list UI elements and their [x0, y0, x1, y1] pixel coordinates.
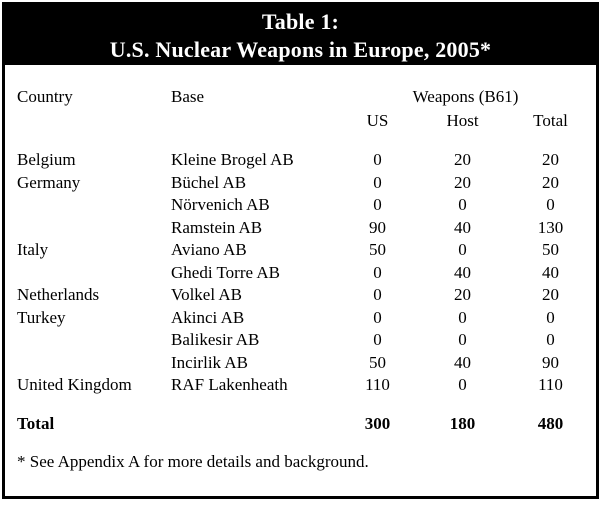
- cell-country: Italy: [17, 240, 49, 259]
- table-row: Nörvenich AB 0 0 0: [5, 194, 596, 217]
- title-line-2: U.S. Nuclear Weapons in Europe, 2005*: [109, 37, 492, 62]
- table-row: Netherlands Volkel AB 0 20 20: [5, 284, 596, 307]
- cell-total: 0: [546, 330, 555, 349]
- table-row: Turkey Akinci AB 0 0 0: [5, 307, 596, 330]
- cell-total: 110: [538, 375, 563, 394]
- total-empty-cell: [171, 412, 335, 436]
- table-frame: Table 1: U.S. Nuclear Weapons in Europe,…: [2, 2, 599, 499]
- table-row: Italy Aviano AB 50 0 50: [5, 239, 596, 262]
- table-row: Germany Büchel AB 0 20 20: [5, 172, 596, 195]
- cell-country: [5, 194, 171, 217]
- cell-base: Volkel AB: [171, 285, 243, 304]
- footnote: * See Appendix A for more details and ba…: [17, 451, 369, 471]
- cell-host: 40: [454, 352, 471, 372]
- cell-us: 110: [365, 375, 390, 394]
- table-body: Belgium Kleine Brogel AB 0 20 20 Germany…: [5, 149, 596, 397]
- cell-host: 0: [458, 307, 467, 327]
- cell-country: [5, 217, 171, 240]
- cell-us: 50: [369, 240, 386, 259]
- title-bar: Table 1: U.S. Nuclear Weapons in Europe,…: [5, 5, 596, 65]
- cell-total: 90: [542, 352, 559, 372]
- total-us: 300: [364, 413, 391, 433]
- cell-total: 0: [546, 195, 555, 214]
- cell-host: 0: [458, 330, 467, 349]
- cell-total: 130: [537, 217, 564, 237]
- col-header-weapons-group: Weapons (B61): [412, 87, 519, 106]
- cell-base: Ramstein AB: [171, 217, 263, 237]
- cell-total: 0: [546, 307, 555, 327]
- cell-us: 0: [373, 285, 382, 304]
- cell-base: Akinci AB: [171, 307, 245, 327]
- cell-host: 20: [454, 285, 471, 304]
- weapons-table: Country Base Weapons (B61) US Host Total: [5, 85, 596, 436]
- col-header-host: Host: [446, 111, 479, 130]
- cell-base: Nörvenich AB: [171, 195, 270, 214]
- cell-us: 50: [369, 352, 386, 372]
- cell-us: 0: [373, 330, 382, 349]
- cell-total: 20: [542, 172, 559, 192]
- cell-us: 0: [373, 150, 382, 169]
- cell-country: Germany: [17, 172, 81, 192]
- table-area: Country Base Weapons (B61) US Host Total: [5, 65, 596, 472]
- table-row: Incirlik AB 50 40 90: [5, 352, 596, 375]
- table-row: Balikesir AB 0 0 0: [5, 329, 596, 352]
- total-label: Total: [17, 413, 55, 433]
- cell-us: 0: [373, 262, 382, 282]
- cell-base: Incirlik AB: [171, 352, 248, 372]
- col-header-empty-1: [5, 109, 171, 133]
- cell-country: Turkey: [17, 307, 66, 327]
- cell-us: 90: [369, 217, 386, 237]
- cell-total: 50: [542, 240, 559, 259]
- cell-host: 40: [454, 262, 471, 282]
- table-row: United Kingdom RAF Lakenheath 110 0 110: [5, 374, 596, 397]
- table-row: Ramstein AB 90 40 130: [5, 217, 596, 240]
- cell-host: 20: [454, 150, 471, 169]
- cell-country: Netherlands: [17, 285, 100, 304]
- cell-us: 0: [373, 172, 382, 192]
- col-header-empty-2: [171, 109, 335, 133]
- cell-country: United Kingdom: [17, 375, 132, 394]
- cell-base: Balikesir AB: [171, 330, 260, 349]
- cell-total: 40: [542, 262, 559, 282]
- cell-host: 0: [458, 240, 467, 259]
- cell-base: RAF Lakenheath: [171, 375, 288, 394]
- col-header-us: US: [366, 111, 389, 130]
- col-header-country: Country: [17, 87, 73, 106]
- cell-host: 20: [454, 172, 471, 192]
- cell-host: 0: [458, 375, 467, 394]
- table-row: Belgium Kleine Brogel AB 0 20 20: [5, 149, 596, 172]
- cell-country: Belgium: [17, 150, 76, 169]
- cell-country: [5, 352, 171, 375]
- cell-total: 20: [542, 150, 559, 169]
- total-row: Total 300 180 480: [5, 412, 596, 436]
- cell-base: Büchel AB: [171, 172, 247, 192]
- cell-host: 0: [458, 195, 467, 214]
- col-header-total: Total: [533, 111, 568, 130]
- col-header-base: Base: [171, 87, 205, 106]
- title-line-1: Table 1:: [261, 9, 340, 34]
- cell-base: Ghedi Torre AB: [171, 262, 280, 282]
- cell-country: [5, 329, 171, 352]
- spacer-before-total: [5, 397, 596, 412]
- cell-country: [5, 262, 171, 285]
- table-row: Ghedi Torre AB 0 40 40: [5, 262, 596, 285]
- table-footer-section: Total 300 180 480: [5, 397, 596, 436]
- cell-base: Aviano AB: [171, 240, 247, 259]
- spacer: [5, 133, 596, 149]
- total-total: 480: [537, 413, 564, 433]
- cell-us: 0: [373, 195, 382, 214]
- total-host: 180: [449, 413, 476, 433]
- cell-base: Kleine Brogel AB: [171, 150, 294, 169]
- cell-total: 20: [542, 285, 559, 304]
- cell-us: 0: [373, 307, 382, 327]
- cell-host: 40: [454, 217, 471, 237]
